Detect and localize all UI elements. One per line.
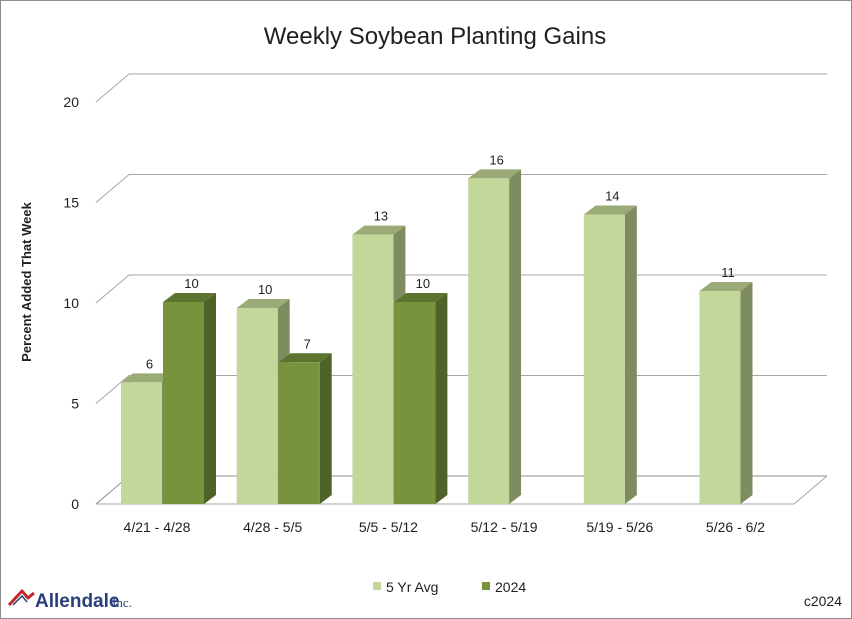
x-tick-labels: 4/21 - 4/28 4/28 - 5/5 5/5 - 5/12 5/12 - 5/… [124,519,766,535]
data-label: 7 [304,336,311,351]
data-label: 10 [258,282,272,297]
bar-front-face [394,301,436,504]
bar-top-face [468,169,522,179]
x-tick-label: 4/21 - 4/28 [124,519,191,535]
bar-top-face [699,281,753,291]
bar-side-face [435,292,448,504]
logo-wordmark: Allendale [35,591,119,612]
gridline [95,174,827,203]
bar-side-face [740,281,753,504]
bar-front-face [468,178,510,504]
bar-top-face [583,205,637,215]
bar-side-face [319,353,332,504]
bar [468,169,522,504]
bar-front-face [583,214,625,504]
bar-front-face [699,290,741,504]
legend-label-2024: 2024 [495,579,526,595]
x-tick-label: 5/26 - 6/2 [706,519,765,535]
x-tick-label: 4/28 - 5/5 [243,519,302,535]
data-label: 11 [721,265,735,280]
logo-swoosh-icon [7,589,35,607]
bar-front-face [278,362,320,504]
bar-top-face [352,225,406,235]
data-labels: 6 10 10 7 13 10 16 14 11 [146,152,735,371]
bar-top-face [121,373,174,383]
y-tick-label: 10 [63,295,79,311]
floor-right-edge [793,475,828,505]
allendale-logo: Allendale Inc. [7,589,132,612]
logo-inc: Inc. [112,595,132,610]
bar [163,292,216,504]
legend-label-5yr-avg: 5 Yr Avg [386,579,438,595]
bar-front-face [236,308,278,504]
bar-side-face [509,169,522,504]
legend: 5 Yr Avg 2024 [373,579,526,595]
data-label: 6 [146,356,153,371]
data-label: 13 [374,209,388,224]
bar-side-face [624,205,637,504]
data-label: 10 [184,276,198,291]
chart-title: Weekly Soybean Planting Gains [264,23,606,50]
legend-swatch-5yr-avg [373,582,381,590]
bar-side-face [204,292,216,504]
gridline [95,73,827,103]
bar-top-face [394,292,448,302]
data-label: 14 [605,189,619,204]
bar-top-face [163,292,216,302]
bar-front-face [163,301,204,504]
bars [121,169,753,504]
y-tick-label: 15 [63,195,79,211]
legend-swatch-2024 [482,582,490,590]
bar [583,205,637,504]
data-label: 10 [416,276,430,291]
y-tick-label: 5 [71,396,79,412]
bar-front-face [352,234,394,504]
bar-front-face [121,382,162,504]
bar-top-face [236,299,290,309]
bar [394,292,448,504]
y-axis-label: Percent Added That Week [19,201,34,361]
data-label: 16 [489,152,503,167]
copyright-credit: c2024 [804,593,842,609]
y-tick-label: 20 [63,94,79,110]
x-tick-label: 5/5 - 5/12 [359,519,418,535]
y-tick-label: 0 [71,496,79,512]
y-tick-labels: 0 5 10 15 20 [63,94,79,512]
bar [699,281,753,504]
x-tick-label: 5/12 - 5/19 [471,519,538,535]
bar-top-face [278,353,332,363]
bar [278,353,332,504]
x-tick-label: 5/19 - 5/26 [586,519,653,535]
